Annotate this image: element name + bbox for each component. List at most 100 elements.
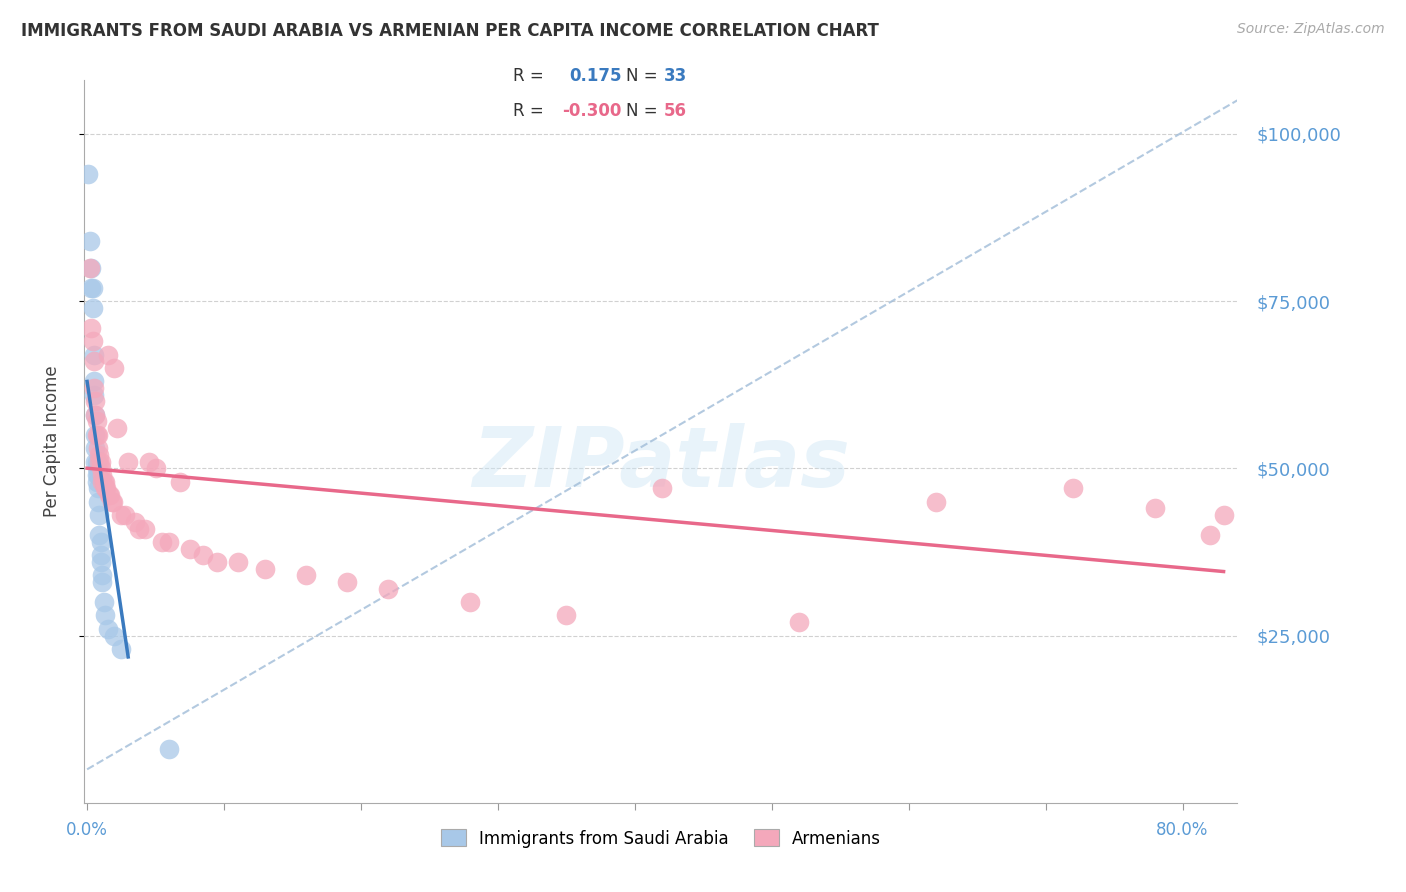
Point: [84, 454, 107, 469]
Point: [105, 421, 128, 435]
Point: [91, 568, 114, 582]
Point: [1212, 508, 1234, 523]
Point: [103, 361, 125, 376]
Point: [89, 448, 111, 462]
Point: [80, 320, 103, 334]
Point: [89, 454, 111, 469]
Point: [1144, 501, 1167, 516]
Point: [86, 454, 108, 469]
Point: [90, 548, 112, 563]
Y-axis label: Per Capita Income: Per Capita Income: [42, 366, 60, 517]
Text: IMMIGRANTS FROM SAUDI ARABIA VS ARMENIAN PER CAPITA INCOME CORRELATION CHART: IMMIGRANTS FROM SAUDI ARABIA VS ARMENIAN…: [21, 22, 879, 40]
Point: [110, 642, 132, 657]
Point: [87, 482, 110, 496]
Point: [157, 742, 180, 756]
Point: [77, 167, 100, 181]
Point: [79, 234, 101, 248]
Point: [83, 354, 105, 368]
Point: [205, 555, 228, 569]
Point: [114, 508, 136, 523]
Text: N =: N =: [626, 103, 657, 120]
Point: [84, 394, 107, 409]
Point: [169, 475, 191, 489]
Point: [98, 488, 121, 502]
Point: [89, 528, 111, 542]
Text: 33: 33: [664, 67, 688, 85]
Point: [93, 475, 115, 489]
Point: [94, 608, 117, 623]
Text: N =: N =: [626, 67, 657, 85]
Text: 0.175: 0.175: [569, 67, 621, 85]
Point: [90, 555, 112, 569]
Text: Source: ZipAtlas.com: Source: ZipAtlas.com: [1237, 22, 1385, 37]
Point: [128, 521, 150, 535]
Point: [152, 534, 174, 549]
Point: [100, 494, 122, 508]
Point: [91, 475, 114, 489]
Point: [124, 515, 146, 529]
Point: [103, 628, 125, 642]
Point: [101, 494, 124, 508]
Point: [87, 494, 110, 508]
Point: [96, 482, 118, 496]
Point: [145, 461, 167, 475]
Point: [82, 334, 104, 348]
Point: [90, 461, 112, 475]
Point: [460, 595, 482, 609]
Point: [84, 427, 107, 442]
Point: [157, 534, 180, 549]
Text: -0.300: -0.300: [562, 103, 621, 120]
Point: [80, 281, 103, 295]
Point: [193, 548, 215, 563]
Point: [110, 508, 132, 523]
Point: [90, 454, 112, 469]
Point: [84, 408, 107, 422]
Point: [134, 521, 156, 535]
Point: [97, 348, 120, 362]
Point: [86, 461, 108, 475]
Point: [87, 467, 110, 482]
Point: [97, 622, 120, 636]
Point: [83, 381, 105, 395]
Point: [82, 281, 104, 295]
Point: [94, 482, 117, 496]
Text: R =: R =: [513, 67, 544, 85]
Point: [93, 595, 115, 609]
Point: [179, 541, 201, 556]
Point: [89, 508, 111, 523]
Point: [79, 260, 101, 275]
Point: [91, 467, 114, 482]
Point: [84, 441, 107, 455]
Point: [226, 555, 249, 569]
Legend: Immigrants from Saudi Arabia, Armenians: Immigrants from Saudi Arabia, Armenians: [432, 821, 890, 856]
Point: [87, 441, 110, 455]
Point: [94, 475, 117, 489]
Point: [254, 562, 277, 576]
Point: [377, 582, 399, 596]
Point: [86, 467, 108, 482]
Point: [925, 494, 948, 508]
Point: [86, 427, 108, 442]
Point: [336, 575, 359, 590]
Point: [83, 375, 105, 389]
Point: [100, 488, 122, 502]
Point: [295, 568, 318, 582]
Point: [80, 260, 103, 275]
Point: [90, 534, 112, 549]
Point: [83, 387, 105, 401]
Point: [555, 608, 578, 623]
Point: [117, 454, 139, 469]
Text: R =: R =: [513, 103, 544, 120]
Text: 56: 56: [664, 103, 686, 120]
Point: [86, 414, 108, 428]
Text: ZIPatlas: ZIPatlas: [472, 423, 849, 504]
Point: [91, 575, 114, 590]
Point: [138, 454, 160, 469]
Point: [82, 301, 104, 315]
Point: [1062, 482, 1084, 496]
Point: [651, 482, 673, 496]
Point: [83, 348, 105, 362]
Point: [87, 427, 110, 442]
Point: [86, 475, 108, 489]
Point: [787, 615, 810, 630]
